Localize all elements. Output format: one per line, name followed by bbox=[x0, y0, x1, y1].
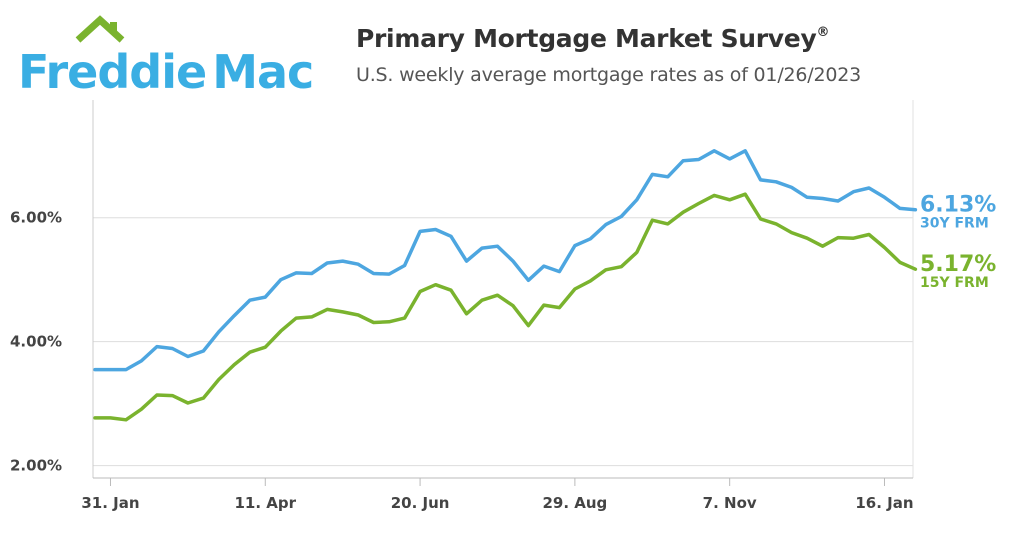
series-line-30y bbox=[93, 149, 918, 372]
series-lines bbox=[93, 149, 918, 422]
x-tick-label: 20. Jun bbox=[391, 494, 450, 512]
x-tick-label: 29. Aug bbox=[542, 494, 607, 512]
series-name-label: 30Y FRM bbox=[920, 216, 989, 232]
y-tick-label: 4.00% bbox=[10, 333, 62, 351]
chart-title: Primary Mortgage Market Survey® bbox=[356, 24, 829, 53]
series-name-label: 15Y FRM bbox=[920, 275, 989, 291]
end-labels: 6.13%30Y FRM 5.17%15Y FRM bbox=[920, 193, 996, 291]
brand-name-part1: Freddie bbox=[18, 45, 206, 96]
roof-icon bbox=[75, 15, 125, 43]
axis-labels: 2.00% 4.00% 6.00% 31. Jan 11. Apr 20. Jun 29. … bbox=[10, 209, 914, 512]
registered-mark: ® bbox=[816, 24, 830, 40]
chart-title-text: Primary Mortgage Market Survey bbox=[356, 24, 817, 53]
x-tick-label: 7. Nov bbox=[703, 494, 757, 512]
y-tick-label: 2.00% bbox=[10, 457, 62, 475]
x-tick-label: 16. Jan bbox=[855, 494, 913, 512]
end-value-label: 5.17% bbox=[920, 252, 996, 277]
axes bbox=[92, 100, 914, 486]
chart-subtitle: U.S. weekly average mortgage rates as of… bbox=[356, 64, 862, 86]
brand-name-part2: Mac bbox=[212, 45, 313, 96]
freddie-mac-logo: Freddie Mac bbox=[18, 15, 314, 96]
end-value-label: 6.13% bbox=[920, 193, 996, 218]
x-tick-label: 31. Jan bbox=[81, 494, 139, 512]
y-tick-label: 6.00% bbox=[10, 209, 62, 227]
series-line-15y bbox=[93, 192, 918, 422]
grid-lines bbox=[93, 217, 913, 467]
x-tick-label: 11. Apr bbox=[235, 494, 297, 512]
brand-wordmark: Freddie Mac bbox=[18, 45, 313, 96]
